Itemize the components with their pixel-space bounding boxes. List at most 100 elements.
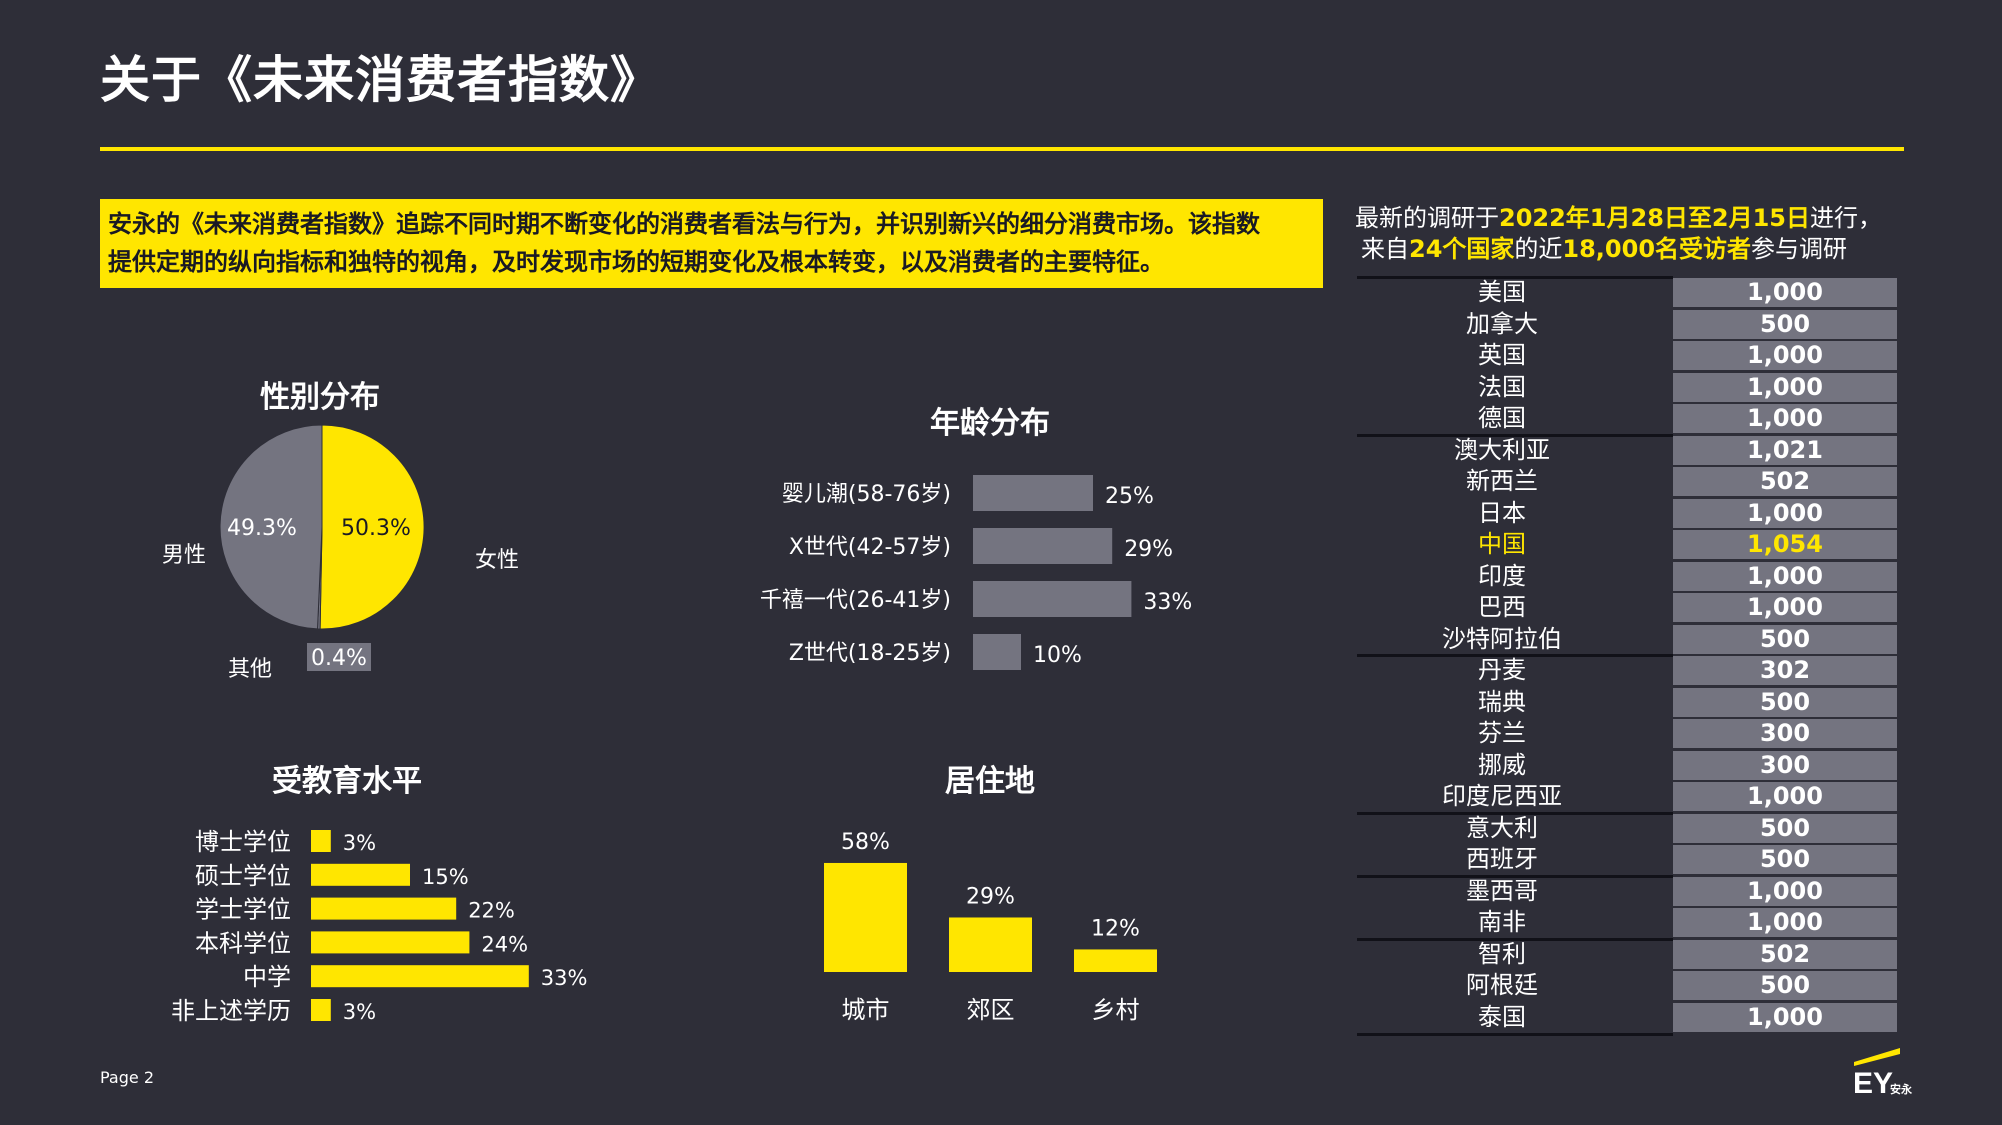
respondent-count: 1,000 xyxy=(1673,593,1897,622)
country-row: 丹麦 302 xyxy=(1357,654,1897,687)
country-row: 印度尼西亚 1,000 xyxy=(1357,781,1897,813)
gender-chart-title: 性别分布 xyxy=(260,380,380,415)
survey-text: 进行， xyxy=(1810,204,1883,232)
country-row: 加拿大 500 xyxy=(1357,309,1897,341)
age-category-label: X世代(42-57岁) xyxy=(789,535,951,560)
country-name: 丹麦 xyxy=(1478,656,1526,684)
respondent-count: 500 xyxy=(1673,624,1897,654)
country-row: 智利 502 xyxy=(1357,937,1897,971)
respondent-count: 502 xyxy=(1673,467,1897,496)
country-row: 日本 1,000 xyxy=(1357,498,1897,530)
survey-description: 最新的调研于2022年1月28日至2月15日进行， 来自24个国家的近18,00… xyxy=(1355,203,1915,265)
country-row: 意大利 500 xyxy=(1357,811,1897,845)
group-divider xyxy=(1357,811,1673,815)
country-row: 沙特阿拉伯 500 xyxy=(1357,624,1897,656)
respondent-count: 1,000 xyxy=(1673,278,1897,307)
group-divider xyxy=(1357,433,1673,437)
respondent-count: 1,000 xyxy=(1673,908,1897,937)
group-divider xyxy=(1357,937,1673,941)
respondent-count: 1,000 xyxy=(1673,498,1897,528)
country-name: 德国 xyxy=(1478,404,1526,432)
age-category-label: 千禧一代(26-41岁) xyxy=(760,588,951,613)
country-name: 瑞典 xyxy=(1478,687,1526,716)
respondent-count: 502 xyxy=(1673,939,1897,969)
ey-logo-beam xyxy=(1854,1048,1900,1066)
residence-value-label: 58% xyxy=(841,830,890,855)
pie-slice-female xyxy=(319,424,425,630)
survey-line-1: 最新的调研于2022年1月28日至2月15日进行， xyxy=(1355,203,1915,234)
education-chart-title: 受教育水平 xyxy=(272,764,422,799)
age-value-label: 33% xyxy=(1143,590,1192,615)
respondent-count: 1,000 xyxy=(1673,341,1897,370)
country-name: 印度 xyxy=(1478,561,1526,590)
survey-respondent-count: 18,000名受访者 xyxy=(1562,235,1752,263)
residence-chart-title: 居住地 xyxy=(945,764,1035,799)
pie-value-other-box xyxy=(307,643,371,671)
respondent-count: 500 xyxy=(1673,687,1897,717)
survey-text: 至 xyxy=(1687,204,1712,232)
respondent-count: 1,021 xyxy=(1673,435,1897,465)
country-name: 新西兰 xyxy=(1466,467,1538,495)
respondent-count: 500 xyxy=(1673,971,1897,1000)
residence-value-label: 12% xyxy=(1091,916,1140,941)
education-value-label: 15% xyxy=(422,865,469,889)
country-name: 泰国 xyxy=(1478,1002,1526,1031)
country-name: 法国 xyxy=(1478,372,1526,401)
country-name: 意大利 xyxy=(1466,813,1538,842)
respondent-count: 1,000 xyxy=(1673,372,1897,402)
education-bar xyxy=(311,830,331,852)
country-name: 英国 xyxy=(1478,341,1526,369)
pie-label-other: 其他 xyxy=(228,657,273,682)
respondent-count: 302 xyxy=(1673,656,1897,685)
country-name: 美国 xyxy=(1478,278,1526,306)
ey-logo: EY 安永 xyxy=(1853,1048,1913,1100)
age-bar xyxy=(973,475,1093,511)
respondent-count: 1,000 xyxy=(1673,561,1897,591)
survey-country-count: 24个国家 xyxy=(1409,235,1515,263)
education-bar xyxy=(311,863,410,886)
respondent-count: 300 xyxy=(1673,719,1897,748)
respondent-count: 1,000 xyxy=(1673,876,1897,906)
group-divider xyxy=(1357,654,1673,657)
education-category-label: 非上述学历 xyxy=(171,997,291,1025)
survey-text: 最新的调研于 xyxy=(1355,204,1499,232)
ey-logo-text: EY xyxy=(1853,1067,1893,1100)
education-bar xyxy=(311,999,331,1021)
country-row: 澳大利亚 1,021 xyxy=(1357,433,1897,467)
residence-category-label: 乡村 xyxy=(1092,996,1140,1024)
country-row: 新西兰 502 xyxy=(1357,466,1897,498)
age-value-label: 10% xyxy=(1033,643,1082,668)
respondent-count: 1,054 xyxy=(1673,530,1897,559)
country-row: 阿根廷 500 xyxy=(1357,970,1897,1002)
age-chart-title: 年龄分布 xyxy=(930,406,1050,441)
group-divider xyxy=(1357,276,1673,279)
respondent-count: 500 xyxy=(1673,309,1897,339)
country-row: 瑞典 500 xyxy=(1357,687,1897,719)
respondent-count: 1,000 xyxy=(1673,1002,1897,1032)
country-name: 芬兰 xyxy=(1478,719,1526,747)
country-row: 南非 1,000 xyxy=(1357,907,1897,939)
ey-logo-cn: 安永 xyxy=(1890,1082,1913,1096)
education-category-label: 硕士学位 xyxy=(195,862,291,890)
respondent-count: 500 xyxy=(1673,845,1897,874)
country-row: 德国 1,000 xyxy=(1357,403,1897,435)
survey-end-date: 2月15日 xyxy=(1711,204,1811,232)
country-row: 墨西哥 1,000 xyxy=(1357,874,1897,908)
pie-value-male: 49.3% xyxy=(227,516,297,541)
education-value-label: 3% xyxy=(343,831,376,855)
residence-bar xyxy=(1074,949,1157,972)
country-name: 中国 xyxy=(1478,530,1526,558)
residence-category-label: 郊区 xyxy=(967,996,1015,1024)
country-row: 中国 1,054 xyxy=(1357,529,1897,561)
country-row: 芬兰 300 xyxy=(1357,718,1897,750)
country-row: 印度 1,000 xyxy=(1357,561,1897,593)
age-bar xyxy=(973,634,1021,670)
country-table: 美国 1,000 加拿大 500 英国 1,000 法国 1,000 德国 1,000 澳大利亚 1,… xyxy=(1357,276,1897,1036)
education-bar xyxy=(311,931,470,954)
education-category-label: 中学 xyxy=(243,963,291,991)
survey-start-date: 2022年1月28日 xyxy=(1499,204,1688,232)
country-name: 澳大利亚 xyxy=(1454,435,1550,464)
education-category-label: 本科学位 xyxy=(195,929,291,957)
education-category-label: 学士学位 xyxy=(195,896,291,924)
